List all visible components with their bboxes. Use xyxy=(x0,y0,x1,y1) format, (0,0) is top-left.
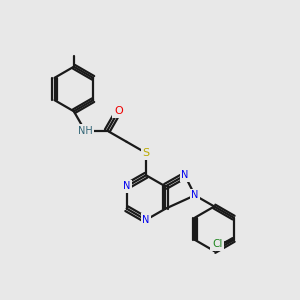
Text: N: N xyxy=(191,190,199,200)
Text: Cl: Cl xyxy=(212,239,222,249)
Text: N: N xyxy=(181,170,188,181)
Text: N: N xyxy=(123,182,130,191)
Text: N: N xyxy=(142,215,150,225)
Text: S: S xyxy=(142,148,150,158)
Text: NH: NH xyxy=(78,126,92,136)
Text: O: O xyxy=(114,106,123,116)
